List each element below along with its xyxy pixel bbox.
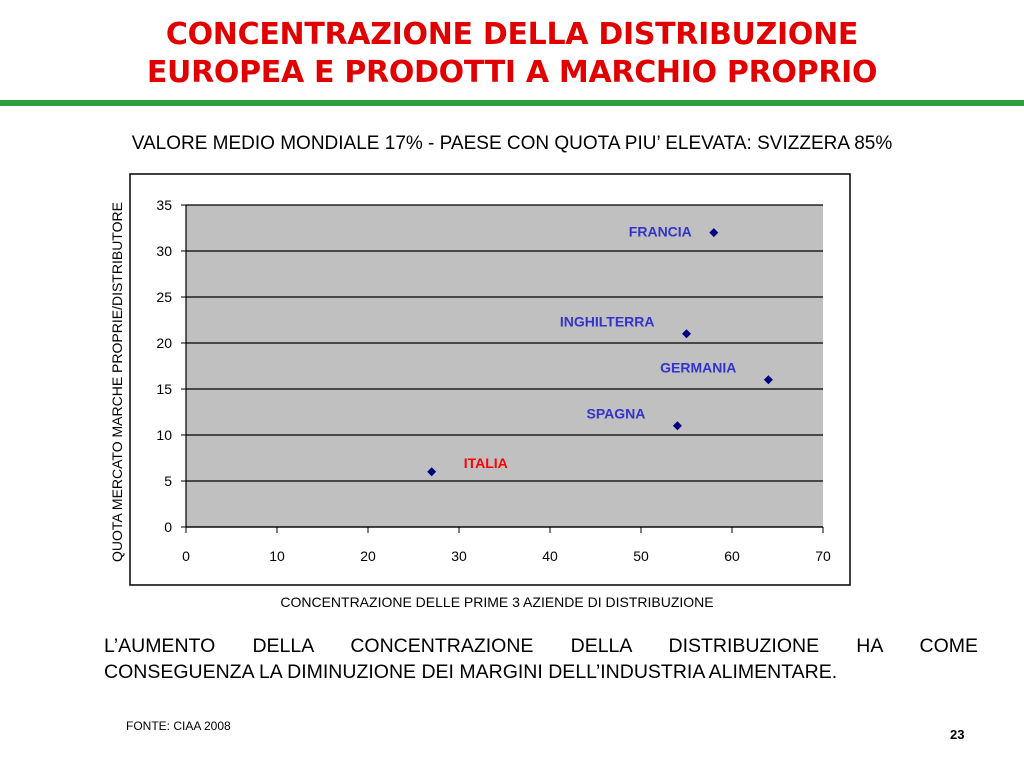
data-point-inghilterra bbox=[682, 329, 691, 339]
subtitle: VALORE MEDIO MONDIALE 17% - PAESE CON QU… bbox=[131, 133, 893, 154]
y-tick-labels: 0 5 10 15 20 25 30 35 bbox=[156, 197, 172, 535]
y-tick-label: 15 bbox=[156, 381, 172, 397]
page-number: 23 bbox=[950, 727, 965, 742]
body-text: L’AUMENTO DELLA CONCENTRAZIONE DELLA DIS… bbox=[104, 633, 978, 685]
x-tick-label: 60 bbox=[724, 548, 740, 564]
title-line-1: CONCENTRAZIONE DELLA DISTRIBUZIONE bbox=[165, 17, 859, 52]
data-point-germania bbox=[763, 375, 773, 385]
y-tick-label: 20 bbox=[156, 335, 172, 351]
point-labels: FRANCIA INGHILTERRA GERMANIA SPAGNA ITALIA bbox=[464, 224, 737, 471]
source-note: FONTE: CIAA 2008 bbox=[126, 719, 231, 733]
data-point-spagna bbox=[672, 421, 682, 431]
plot-area bbox=[186, 205, 823, 527]
slide-title: CONCENTRAZIONE DELLA DISTRIBUZIONE EUROP… bbox=[0, 16, 1024, 92]
x-tick-label: 10 bbox=[269, 548, 285, 564]
y-tick-label: 5 bbox=[164, 473, 172, 489]
x-tick-label: 20 bbox=[360, 548, 376, 564]
data-point-francia bbox=[709, 228, 719, 238]
y-tick-label: 25 bbox=[156, 289, 172, 305]
point-label-italia: ITALIA bbox=[464, 455, 508, 471]
point-label-germania: GERMANIA bbox=[660, 359, 736, 375]
data-points bbox=[427, 228, 773, 477]
title-line-2: EUROPEA E PRODOTTI A MARCHIO PROPRIO bbox=[146, 55, 878, 90]
x-axis-label: CONCENTRAZIONE DELLE PRIME 3 AZIENDE DI … bbox=[280, 594, 713, 610]
axes bbox=[185, 205, 824, 533]
y-tick-label: 10 bbox=[156, 427, 172, 443]
point-label-francia: FRANCIA bbox=[629, 224, 692, 240]
body-line-1: L’AUMENTO DELLA CONCENTRAZIONE DELLA DIS… bbox=[104, 635, 978, 657]
x-tick-label: 50 bbox=[633, 548, 649, 564]
point-label-inghilterra: INGHILTERRA bbox=[560, 313, 655, 329]
y-axis-label: QUOTA MERCATO MARCHE PROPRIE/DISTRIBUTOR… bbox=[109, 202, 125, 562]
point-label-spagna: SPAGNA bbox=[587, 405, 646, 421]
x-tick-label: 30 bbox=[451, 548, 467, 564]
x-tick-labels: 0 10 20 30 40 50 60 70 bbox=[182, 548, 831, 564]
title-divider bbox=[0, 100, 1024, 106]
y-tick-label: 0 bbox=[164, 519, 172, 535]
gridlines bbox=[181, 204, 823, 528]
data-point-italia bbox=[427, 467, 437, 477]
y-tick-label: 35 bbox=[156, 197, 172, 213]
x-tick-label: 70 bbox=[815, 548, 831, 564]
x-tick-label: 0 bbox=[182, 548, 190, 564]
x-tick-label: 40 bbox=[542, 548, 558, 564]
body-line-2: CONSEGUENZA LA DIMINUZIONE DEI MARGINI D… bbox=[104, 661, 838, 683]
y-tick-label: 30 bbox=[156, 243, 172, 259]
